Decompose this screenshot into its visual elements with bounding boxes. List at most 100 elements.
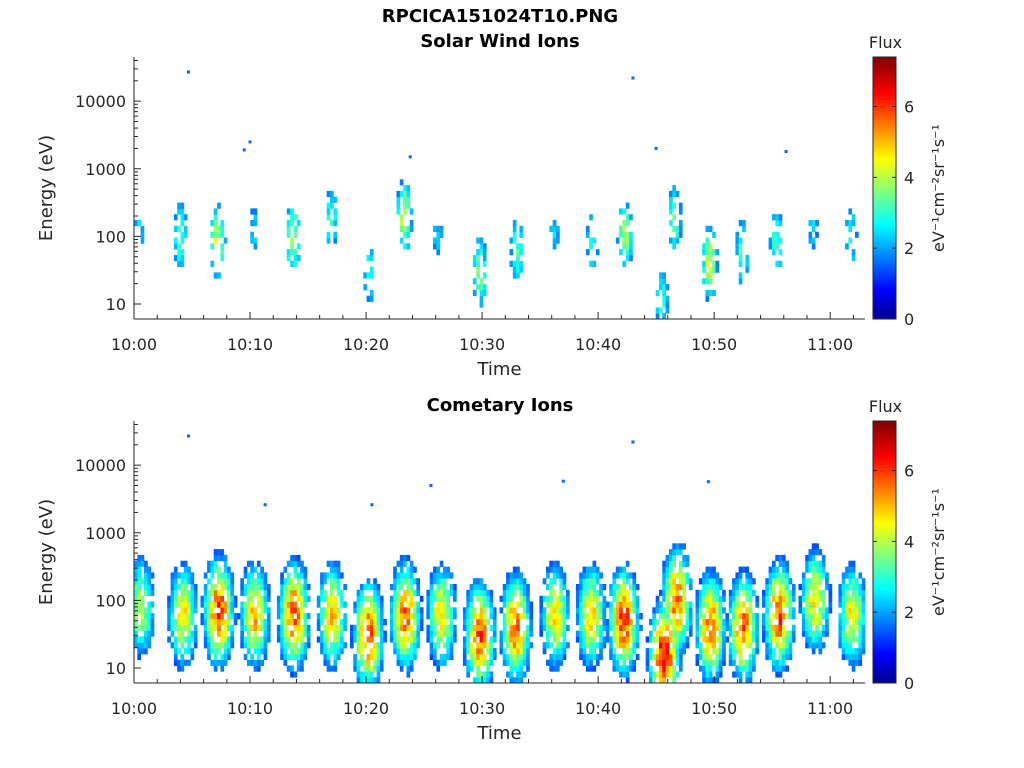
flux-cell — [722, 659, 726, 666]
flux-cell — [805, 595, 809, 602]
flux-cell — [183, 584, 188, 591]
flux-cell — [542, 578, 547, 585]
flux-cell — [343, 642, 347, 649]
flux-cell — [828, 589, 833, 596]
flux-cell — [376, 607, 381, 614]
flux-cell — [326, 595, 331, 602]
flux-cell — [552, 653, 557, 661]
flux-cell — [805, 566, 809, 573]
flux-cell — [247, 572, 251, 579]
flux-cell — [512, 589, 517, 596]
flux-cell — [426, 613, 431, 620]
flux-cell — [247, 642, 251, 649]
flux-cell — [283, 630, 288, 637]
flux-cell — [180, 642, 185, 649]
flux-cell — [263, 601, 268, 608]
flux-cell — [187, 636, 191, 643]
flux-cell — [207, 653, 211, 661]
flux-cell — [509, 601, 514, 608]
flux-cell — [369, 677, 374, 684]
flux-cell — [263, 607, 268, 614]
flux-cell — [147, 624, 151, 631]
flux-cell — [698, 630, 703, 637]
flux-cell — [612, 630, 617, 637]
flux-cell — [781, 560, 786, 567]
flux-cell — [579, 607, 583, 614]
flux-cell — [293, 607, 298, 614]
flux-cell — [399, 613, 404, 620]
flux-cell — [712, 266, 716, 273]
flux-cell — [722, 589, 726, 596]
flux-cell — [413, 648, 417, 655]
flux-cell — [379, 613, 384, 620]
flux-cell — [183, 613, 188, 620]
flux-cell — [738, 237, 743, 244]
flux-cell — [290, 554, 294, 562]
flux-cell — [479, 249, 484, 256]
y-tick-label: 1000 — [85, 160, 126, 179]
flux-cell — [855, 601, 859, 608]
flux-cell — [203, 589, 208, 596]
flux-cell — [629, 237, 633, 244]
flux-cell — [708, 677, 713, 684]
flux-cell — [858, 630, 863, 637]
flux-cell — [861, 584, 866, 591]
flux-cell — [340, 642, 344, 649]
flux-cell — [858, 648, 863, 655]
flux-cell — [738, 601, 743, 608]
flux-cell — [539, 624, 544, 631]
flux-cell — [778, 584, 783, 591]
flux-cell — [250, 659, 254, 666]
flux-cell — [619, 225, 623, 232]
flux-cell — [672, 589, 676, 596]
flux-cell — [193, 584, 198, 591]
flux-cell — [582, 595, 587, 602]
flux-cell — [330, 572, 334, 579]
flux-cell — [851, 636, 856, 643]
flux-cell — [290, 653, 294, 661]
flux-cell — [512, 266, 517, 273]
flux-cell — [472, 278, 477, 285]
flux-cell — [589, 566, 593, 573]
flux-cell — [708, 243, 713, 250]
flux-cell — [173, 619, 178, 626]
flux-cell — [682, 589, 686, 596]
flux-cell — [336, 653, 341, 661]
flux-cell — [855, 653, 859, 661]
flux-cell — [808, 237, 813, 244]
flux-cell — [675, 630, 680, 637]
flux-cell — [619, 613, 623, 620]
flux-cell — [469, 595, 474, 602]
flux-cell — [635, 619, 640, 626]
flux-cell — [748, 659, 753, 666]
flux-cell — [788, 595, 793, 602]
flux-cell — [373, 653, 377, 661]
flux-cell — [389, 624, 394, 631]
flux-cell — [453, 624, 457, 631]
flux-cell — [589, 589, 593, 596]
flux-cell — [702, 266, 706, 273]
flux-cell — [669, 208, 673, 215]
flux-cell — [150, 630, 155, 637]
flux-cell — [140, 601, 145, 608]
flux-cell — [399, 179, 404, 186]
flux-cell — [227, 607, 231, 614]
flux-cell — [708, 665, 713, 672]
flux-cell — [469, 630, 474, 637]
flux-cell — [320, 572, 324, 579]
flux-cell — [589, 237, 593, 244]
flux-cell — [755, 619, 760, 626]
flux-cell — [585, 642, 590, 649]
flux-cell — [675, 659, 680, 666]
flux-cell — [678, 595, 683, 602]
flux-cell — [326, 214, 331, 221]
flux-cell — [595, 249, 600, 256]
flux-cell — [283, 642, 288, 649]
flux-cell — [765, 636, 769, 643]
flux-cell — [253, 208, 258, 215]
flux-cell — [708, 659, 713, 666]
flux-cell — [227, 584, 231, 591]
flux-cell — [266, 619, 271, 626]
flux-cell — [589, 243, 593, 250]
flux-cell — [728, 601, 733, 608]
